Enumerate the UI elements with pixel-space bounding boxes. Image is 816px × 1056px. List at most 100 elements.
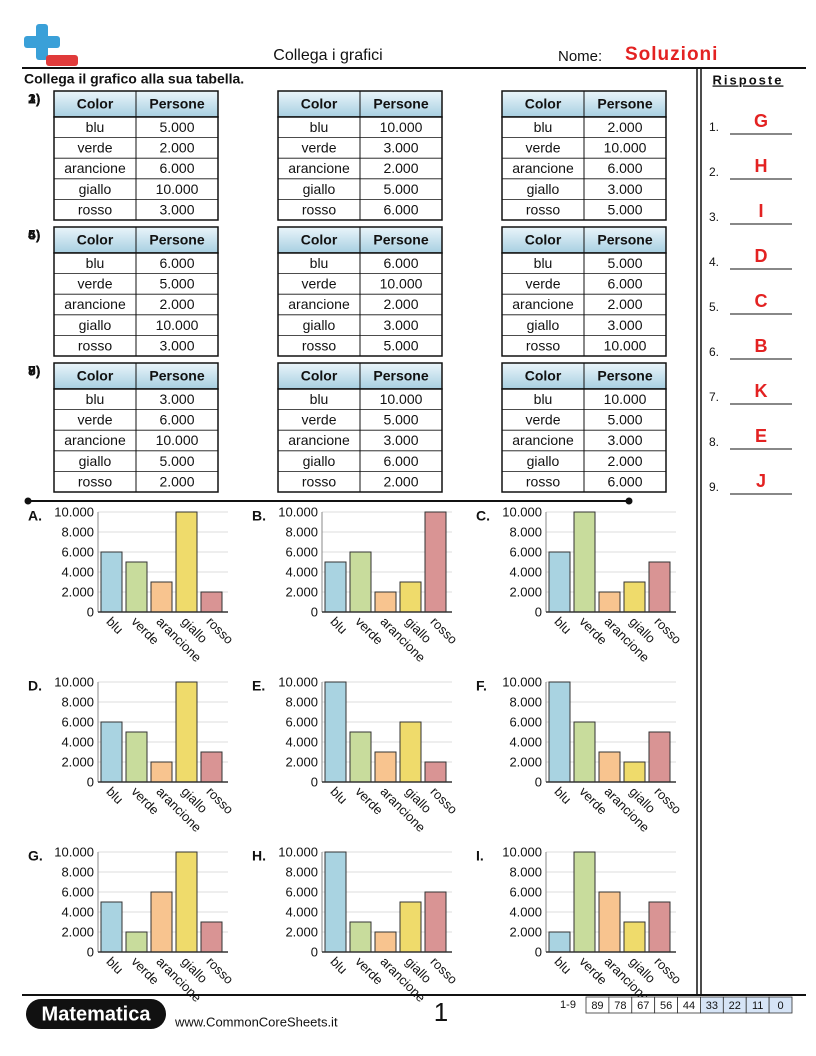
title: Collega i grafici xyxy=(273,47,382,64)
bar xyxy=(623,921,646,953)
bar xyxy=(125,731,148,783)
category-label: rosso xyxy=(651,954,684,987)
category-label: verde xyxy=(128,784,162,818)
answer-number: 5. xyxy=(709,300,719,314)
graph-label: D. xyxy=(28,678,42,694)
category-label: rosso xyxy=(651,614,684,647)
table-number: 6) xyxy=(28,227,40,243)
answer-letter: B xyxy=(755,336,768,356)
cell: arancione xyxy=(288,160,350,176)
category-label: rosso xyxy=(427,784,460,817)
cell: 5.000 xyxy=(159,119,194,135)
cell: 3.000 xyxy=(159,337,194,353)
answer-number: 9. xyxy=(709,480,719,494)
bar xyxy=(548,681,571,783)
cell: 5.000 xyxy=(159,276,194,292)
y-tick-label: 8.000 xyxy=(509,524,542,539)
answer-number: 8. xyxy=(709,435,719,449)
category-label: verde xyxy=(352,954,386,988)
bar xyxy=(150,891,173,953)
column-header: Color xyxy=(301,368,338,384)
bar xyxy=(598,591,621,613)
y-tick-label: 0 xyxy=(535,604,542,619)
y-tick-label: 6.000 xyxy=(61,714,94,729)
graph-label: I. xyxy=(476,848,484,864)
cell: 3.000 xyxy=(383,432,418,448)
cell: 2.000 xyxy=(159,296,194,312)
category-label: verde xyxy=(352,784,386,818)
cell: blu xyxy=(534,119,553,135)
bar xyxy=(548,551,571,613)
cell: 10.000 xyxy=(604,391,647,407)
answer-number: 1. xyxy=(709,120,719,134)
cell: rosso xyxy=(526,201,560,217)
bar xyxy=(598,891,621,953)
cell: 3.000 xyxy=(607,181,642,197)
cell: 5.000 xyxy=(383,337,418,353)
cell: giallo xyxy=(303,453,336,469)
brand: Matematica xyxy=(42,1003,152,1025)
graph-label: E. xyxy=(252,678,265,694)
cell: 2.000 xyxy=(383,473,418,489)
y-tick-label: 4.000 xyxy=(61,904,94,919)
cell: blu xyxy=(86,255,105,271)
cell: 3.000 xyxy=(159,201,194,217)
y-tick-label: 10.000 xyxy=(502,504,542,519)
bar xyxy=(349,551,372,613)
name-value: Soluzioni xyxy=(625,44,718,65)
graph-label: H. xyxy=(252,848,266,864)
y-tick-label: 0 xyxy=(311,944,318,959)
cell: arancione xyxy=(512,160,574,176)
cell: giallo xyxy=(303,181,336,197)
cell: rosso xyxy=(78,201,112,217)
cell: rosso xyxy=(526,473,560,489)
cell: giallo xyxy=(527,317,560,333)
cell: verde xyxy=(525,412,560,428)
category-label: blu xyxy=(551,954,574,977)
category-label: rosso xyxy=(203,784,236,817)
bar xyxy=(324,851,347,953)
y-tick-label: 8.000 xyxy=(285,864,318,879)
cell: arancione xyxy=(64,160,126,176)
cell: 2.000 xyxy=(607,296,642,312)
cell: blu xyxy=(310,255,329,271)
bar xyxy=(150,581,173,613)
y-tick-label: 2.000 xyxy=(509,754,542,769)
y-tick-label: 10.000 xyxy=(54,674,94,689)
cell: 6.000 xyxy=(383,255,418,271)
cell: 3.000 xyxy=(383,140,418,156)
cell: 2.000 xyxy=(159,473,194,489)
page-number: 1 xyxy=(434,997,448,1027)
bar xyxy=(374,751,397,783)
cell: 6.000 xyxy=(607,160,642,176)
cell: giallo xyxy=(79,453,112,469)
y-tick-label: 0 xyxy=(311,774,318,789)
cell: 2.000 xyxy=(607,119,642,135)
bar xyxy=(200,751,223,783)
bar xyxy=(349,731,372,783)
answer-letter: C xyxy=(755,291,768,311)
website: www.CommonCoreSheets.it xyxy=(174,1014,338,1029)
separator-dot xyxy=(625,497,633,505)
cell: 3.000 xyxy=(607,432,642,448)
answers-title: Risposte xyxy=(713,72,784,87)
y-tick-label: 2.000 xyxy=(285,754,318,769)
cell: 6.000 xyxy=(607,276,642,292)
bar xyxy=(598,751,621,783)
score: 22 xyxy=(729,1000,741,1012)
cell: 2.000 xyxy=(383,296,418,312)
cell: 2.000 xyxy=(159,140,194,156)
table-number: 1) xyxy=(28,91,40,107)
y-tick-label: 6.000 xyxy=(61,884,94,899)
category-label: blu xyxy=(327,614,350,637)
score: 78 xyxy=(614,1000,626,1012)
cell: 10.000 xyxy=(604,140,647,156)
column-header: Persone xyxy=(597,232,652,248)
brand-pill xyxy=(26,999,166,1029)
bar xyxy=(324,561,347,613)
y-tick-label: 10.000 xyxy=(54,504,94,519)
y-tick-label: 0 xyxy=(87,604,94,619)
bar xyxy=(175,851,198,953)
cell: verde xyxy=(77,412,112,428)
bar xyxy=(200,921,223,953)
